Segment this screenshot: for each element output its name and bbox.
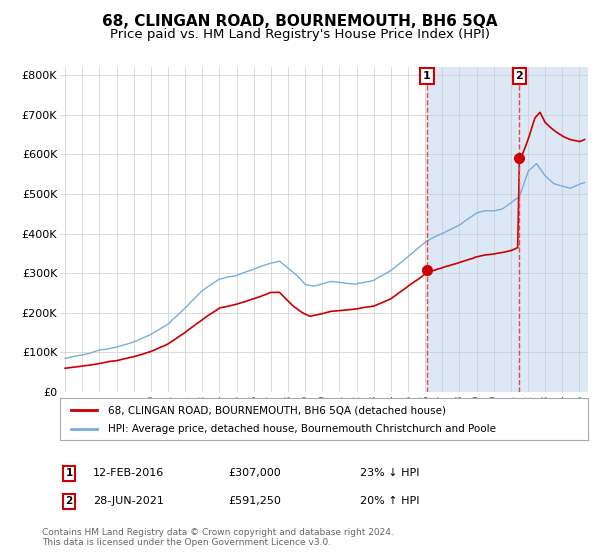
Text: 28-JUN-2021: 28-JUN-2021: [93, 496, 164, 506]
Text: Contains HM Land Registry data © Crown copyright and database right 2024.
This d: Contains HM Land Registry data © Crown c…: [42, 528, 394, 547]
Text: £591,250: £591,250: [228, 496, 281, 506]
Bar: [427, 67, 588, 392]
Text: £307,000: £307,000: [228, 468, 281, 478]
Text: 12-FEB-2016: 12-FEB-2016: [93, 468, 164, 478]
Text: HPI: Average price, detached house, Bournemouth Christchurch and Poole: HPI: Average price, detached house, Bour…: [107, 424, 496, 434]
Text: 68, CLINGAN ROAD, BOURNEMOUTH, BH6 5QA (detached house): 68, CLINGAN ROAD, BOURNEMOUTH, BH6 5QA (…: [107, 405, 446, 415]
Text: 23% ↓ HPI: 23% ↓ HPI: [360, 468, 419, 478]
Text: 1: 1: [65, 468, 73, 478]
Text: 2: 2: [515, 71, 523, 81]
Text: 1: 1: [423, 71, 431, 81]
Text: 2: 2: [65, 496, 73, 506]
Text: Price paid vs. HM Land Registry's House Price Index (HPI): Price paid vs. HM Land Registry's House …: [110, 28, 490, 41]
Text: 68, CLINGAN ROAD, BOURNEMOUTH, BH6 5QA: 68, CLINGAN ROAD, BOURNEMOUTH, BH6 5QA: [102, 14, 498, 29]
Text: 20% ↑ HPI: 20% ↑ HPI: [360, 496, 419, 506]
